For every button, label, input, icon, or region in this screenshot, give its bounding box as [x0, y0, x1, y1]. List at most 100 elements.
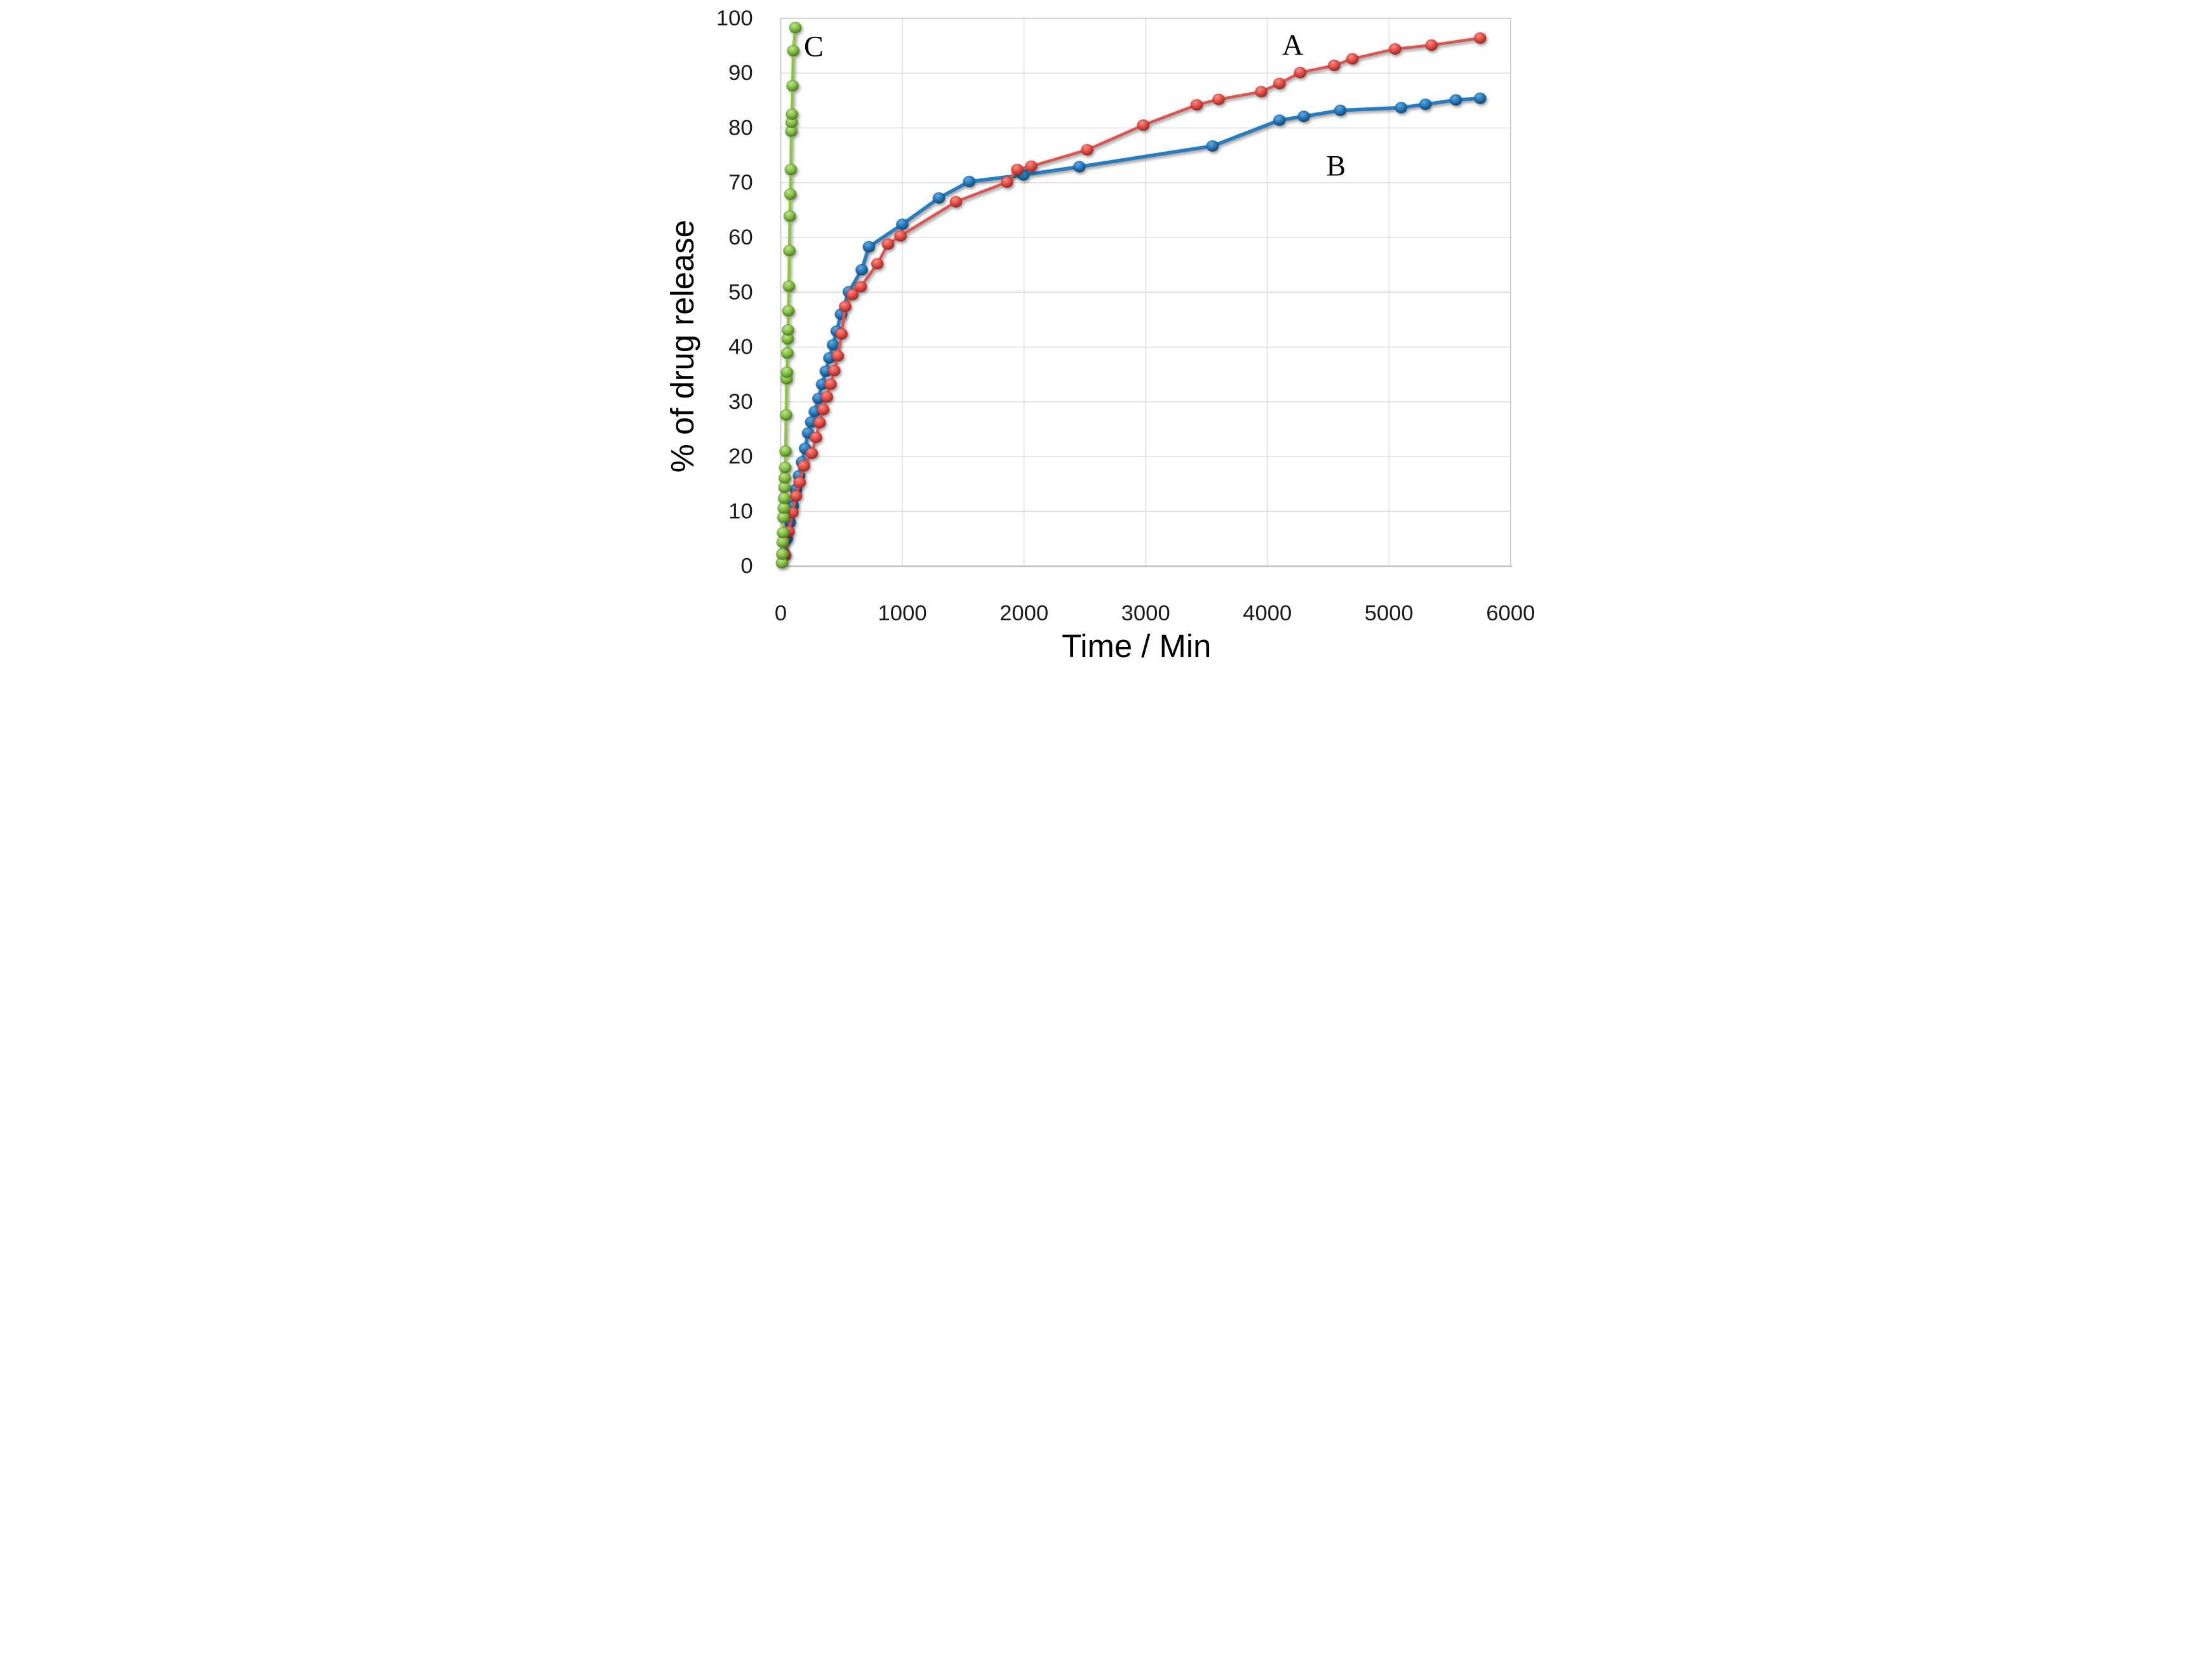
x-tick-label-0: 0 [774, 601, 786, 625]
series-A-marker-6 [805, 447, 818, 460]
series-A-marker-18 [871, 258, 884, 270]
series-B-marker-33 [1473, 92, 1487, 105]
gridlines [779, 18, 1512, 568]
y-tick-label-30: 30 [728, 390, 753, 414]
y-axis-title: % of drug release [664, 220, 700, 472]
series-B-marker-32 [1449, 94, 1462, 106]
series-B-marker-22 [932, 192, 946, 204]
series-A-marker-36 [1473, 32, 1487, 44]
y-tick-label-0: 0 [740, 554, 752, 578]
series-C-marker-16 [781, 324, 794, 337]
x-axis-title: Time / Min [1062, 628, 1211, 664]
series-A-line [783, 36, 1481, 557]
series-C-marker-27 [786, 44, 799, 57]
y-tick-label-90: 90 [728, 61, 753, 85]
series-A-marker-3 [789, 490, 802, 502]
series-C-marker-19 [782, 244, 796, 257]
series-C-marker-9 [779, 462, 792, 474]
series-B-marker-21 [895, 218, 909, 230]
series-C-marker-5 [777, 502, 790, 514]
series-B-marker-31 [1419, 98, 1432, 110]
series-A-marker-25 [1080, 143, 1093, 156]
x-tick-label-4000: 4000 [1243, 601, 1292, 625]
series-C-marker-20 [783, 210, 796, 222]
series-C-marker-1 [775, 548, 789, 561]
series-A-marker-31 [1293, 67, 1307, 79]
series-B-marker-23 [962, 175, 975, 188]
x-tick-label-2000: 2000 [999, 601, 1048, 625]
series-B-marker-15 [826, 338, 839, 351]
series-C-marker-6 [777, 492, 791, 505]
series-A-marker-13 [831, 350, 845, 362]
series-A-marker-7 [809, 431, 822, 444]
series-C-marker-3 [776, 526, 789, 539]
series-B-marker-29 [1333, 104, 1347, 117]
series-A-marker-9 [816, 403, 830, 416]
series-A-marker-30 [1273, 77, 1286, 90]
series-C-marker-28 [788, 22, 802, 34]
series-A-marker-10 [820, 390, 833, 403]
y-tick-label-100: 100 [716, 6, 752, 30]
series-C-marker-25 [785, 108, 798, 121]
series-C-marker-11 [779, 409, 792, 421]
series-C-marker-10 [779, 445, 792, 457]
series-A-marker-26 [1136, 119, 1149, 131]
y-tick-label-20: 20 [728, 444, 753, 469]
series-C-marker-26 [785, 79, 799, 92]
series-A-marker-20 [893, 230, 907, 242]
series-A-marker-27 [1190, 98, 1203, 111]
x-tick-label-1000: 1000 [878, 601, 926, 625]
series-A-marker-8 [813, 417, 826, 429]
series-A-marker-24 [1024, 160, 1038, 173]
series-letter-C: C [804, 30, 824, 62]
series-A-marker-11 [824, 378, 837, 390]
series-A-marker-19 [881, 238, 895, 250]
series-C-marker-13 [780, 366, 793, 378]
series-A-marker-4 [792, 476, 806, 488]
y-tick-label-10: 10 [728, 499, 753, 523]
series-A-marker-28 [1212, 93, 1225, 105]
series-A-marker-32 [1327, 59, 1340, 72]
series-B-line [781, 97, 1482, 555]
series-C-marker-21 [784, 188, 797, 201]
y-tick-label-70: 70 [728, 171, 753, 195]
series-letter-B: B [1326, 149, 1346, 182]
y-tick-label-50: 50 [728, 280, 753, 304]
series-B-marker-19 [855, 263, 868, 276]
series-A-marker-12 [827, 364, 841, 377]
series-A-marker-23 [1010, 163, 1024, 176]
y-tick-label-80: 80 [728, 116, 753, 140]
series-B-marker-25 [1073, 161, 1086, 173]
series-A-marker-15 [838, 300, 852, 312]
x-tick-label-5000: 5000 [1364, 601, 1413, 625]
series-A-marker-29 [1254, 86, 1267, 98]
series-A-marker-33 [1346, 53, 1359, 65]
y-tick-label-40: 40 [728, 335, 753, 359]
drug-release-figure: 0 10 20 30 40 50 60 70 80 90 100 0 1000 2000 3000 4000 5… [655, 0, 1544, 679]
series-A-marker-14 [834, 328, 848, 340]
series-C-marker-14 [780, 347, 794, 359]
series-B-marker-20 [862, 241, 875, 253]
series-A-marker-22 [1000, 176, 1013, 189]
series-A-marker-34 [1388, 43, 1401, 55]
series-B [777, 92, 1487, 559]
series-C-marker-18 [782, 280, 795, 293]
x-tick-label-3000: 3000 [1121, 601, 1170, 625]
series-A-marker-35 [1424, 39, 1438, 51]
series-C-marker-17 [781, 305, 795, 317]
series-B-marker-28 [1297, 110, 1310, 123]
series-C-marker-22 [784, 163, 798, 176]
series-letter-A: A [1282, 29, 1304, 61]
x-tick-label-6000: 6000 [1486, 601, 1535, 625]
series-A-marker-17 [854, 281, 867, 293]
series-B-marker-30 [1394, 102, 1408, 114]
series-B-marker-26 [1205, 140, 1219, 152]
series-B-marker-27 [1273, 114, 1286, 126]
series-A-marker-16 [845, 288, 859, 301]
y-tick-label-60: 60 [728, 225, 753, 250]
series-A-marker-5 [797, 460, 810, 472]
series-A [778, 32, 1487, 561]
series-A-marker-21 [949, 196, 962, 208]
